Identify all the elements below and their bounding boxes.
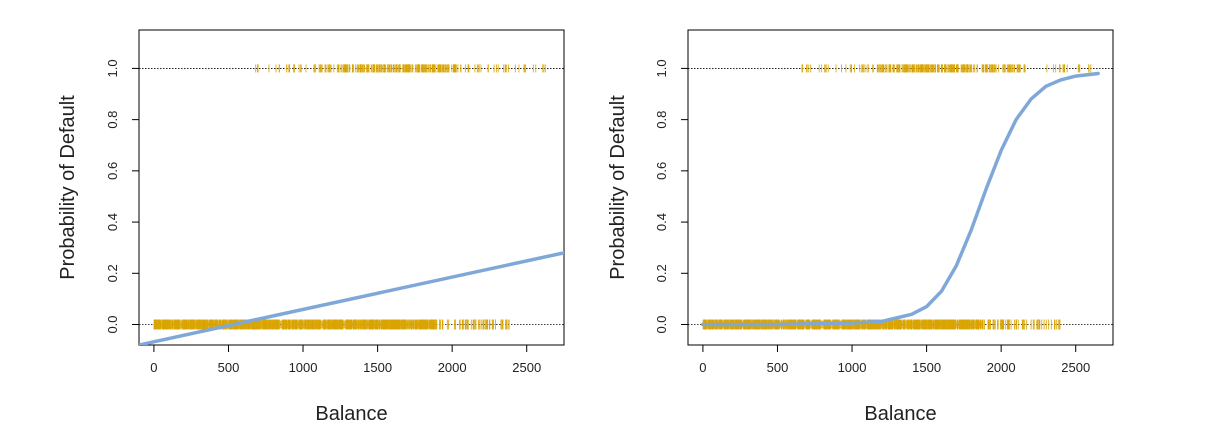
points-default: [801, 64, 1092, 73]
points-nondefault: [153, 319, 510, 330]
x-tick-label: 2000: [438, 360, 467, 375]
x-tick-label: 1000: [289, 360, 318, 375]
x-tick-label: 2500: [1061, 360, 1090, 375]
y-tick-label: 0.2: [654, 264, 669, 282]
y-tick-label: 0.0: [105, 315, 120, 333]
x-tick-label: 2000: [987, 360, 1016, 375]
plot-frame: [138, 29, 565, 346]
logistic-fit-curve: [701, 71, 1100, 327]
y-tick-label: 0.8: [105, 111, 120, 129]
x-tick-label: 500: [767, 360, 789, 375]
y-tick-label: 0.6: [654, 162, 669, 180]
points-default: [255, 64, 546, 73]
y-tick-label: 1.0: [105, 59, 120, 77]
x-tick-label: 1500: [912, 360, 941, 375]
y-tick-label: 1.0: [654, 59, 669, 77]
y-tick-label: 0.4: [105, 213, 120, 231]
y-axis-title: Probability of Default: [607, 95, 629, 280]
y-tick-label: 0.2: [105, 264, 120, 282]
x-tick-label: 1500: [363, 360, 392, 375]
chart-panel-2: 0 500 1000 1500 2000 2500 0.0 0.2 0.4 0.6 0.8 1.0 Ba…: [607, 29, 1114, 425]
y-axis-title: Probability of Default: [57, 95, 79, 280]
x-tick-label: 0: [699, 360, 706, 375]
x-tick-label: 2500: [512, 360, 541, 375]
x-tick-label: 0: [150, 360, 157, 375]
y-tick-label: 0.0: [654, 315, 669, 333]
x-axis-title: Balance: [315, 403, 387, 425]
linear-fit-line: [139, 251, 564, 345]
x-tick-label: 1000: [838, 360, 867, 375]
y-tick-label: 0.8: [654, 111, 669, 129]
points-nondefault-dense-band: [153, 320, 435, 329]
y-tick-label: 0.4: [654, 213, 669, 231]
x-axis-title: Balance: [864, 403, 936, 425]
chart-panel-1: 0 500 1000 1500 2000 2500 0.0 0.2 0.4 0.6 0.8 1.0 Ba…: [57, 29, 565, 425]
y-tick-label: 0.6: [105, 162, 120, 180]
plot-frame: [687, 29, 1114, 346]
x-tick-label: 500: [218, 360, 240, 375]
